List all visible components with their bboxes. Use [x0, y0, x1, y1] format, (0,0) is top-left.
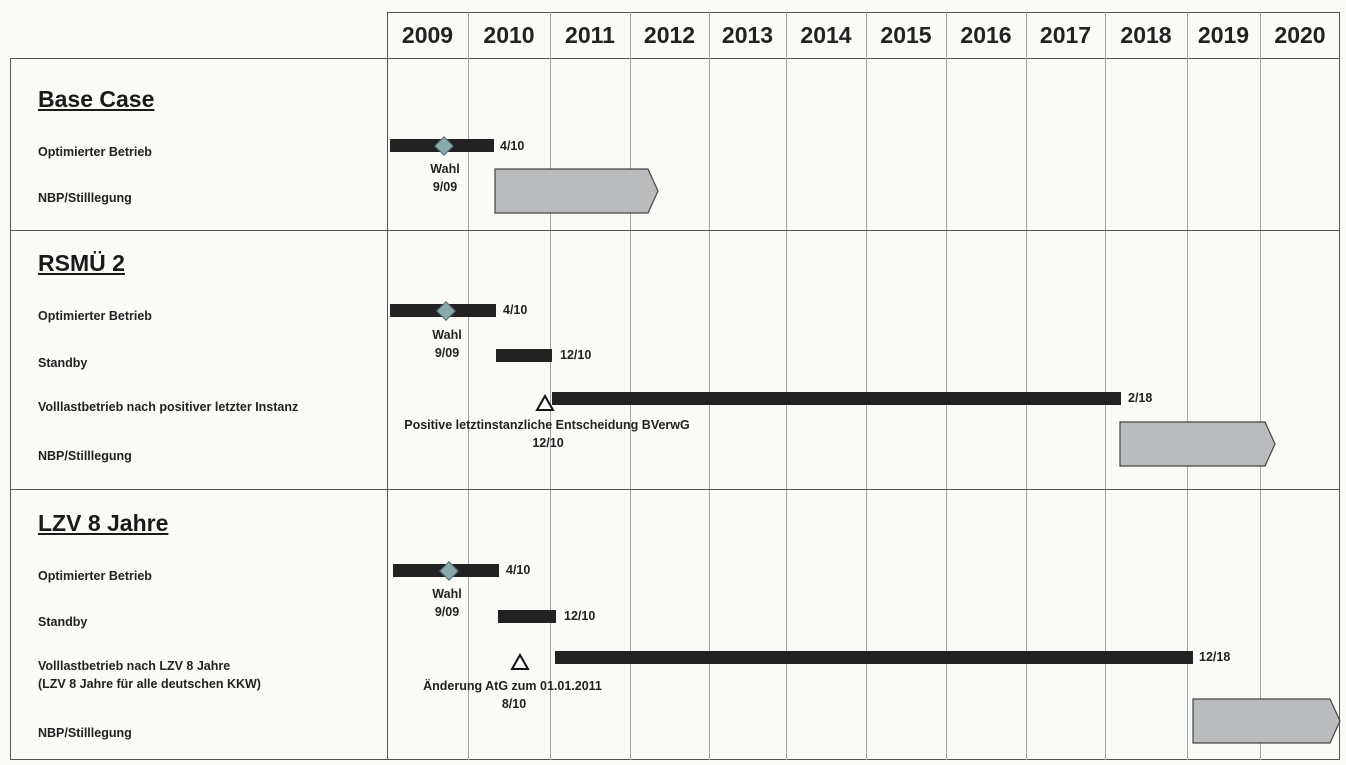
year-label: 2009 — [401, 22, 454, 48]
task-bar — [555, 651, 1193, 664]
row-label: Volllastbetrieb nach positiver letzter I… — [38, 400, 299, 414]
year-label: 2020 — [1274, 22, 1326, 48]
event-date: 12/10 — [532, 436, 564, 450]
row-label: Volllastbetrieb nach LZV 8 Jahre — [38, 659, 231, 673]
year-label: 2017 — [1039, 22, 1092, 48]
row-label: NBP/Stilllegung — [38, 726, 132, 740]
gridline — [468, 12, 469, 760]
year-label: 2011 — [565, 22, 615, 48]
year-label: 2013 — [721, 22, 774, 48]
gantt-frame — [10, 58, 1340, 760]
year-label: 2014 — [800, 22, 852, 48]
task-bar — [552, 392, 1121, 405]
year-label: 2010 — [483, 22, 535, 48]
phase-arrow-box — [1119, 421, 1277, 467]
gridline — [1105, 12, 1106, 760]
year-label: 2018 — [1120, 22, 1172, 48]
section-divider — [10, 489, 1340, 490]
task-bar — [496, 349, 552, 362]
milestone-date: 9/09 — [434, 346, 460, 360]
gridline — [786, 12, 787, 760]
milestone-date: 9/09 — [434, 605, 460, 619]
gridline — [1187, 12, 1188, 760]
row-label: Standby — [38, 356, 88, 370]
scenario-title: RSMÜ 2 — [38, 250, 125, 276]
year-label: 2019 — [1197, 22, 1250, 48]
row-label: Optimierter Betrieb — [38, 309, 152, 323]
scenario-title: Base Case — [38, 86, 155, 112]
bar-end-label: 4/10 — [506, 563, 531, 577]
row-label: NBP/Stilllegung — [38, 191, 132, 205]
event-label: Positive letztinstanzliche Entscheidung … — [404, 418, 690, 432]
bar-end-label: 12/18 — [1199, 650, 1231, 664]
phase-arrow-box — [494, 168, 660, 214]
milestone-label: Wahl — [430, 162, 460, 176]
bar-end-label: 12/10 — [560, 348, 592, 362]
section-divider — [10, 230, 1340, 231]
bar-end-label: 4/10 — [500, 139, 525, 153]
gridline — [709, 12, 710, 760]
row-label: Standby — [38, 615, 88, 629]
gridline — [866, 12, 867, 760]
gridline — [1026, 12, 1027, 760]
row-label: Optimierter Betrieb — [38, 569, 152, 583]
row-label: Optimierter Betrieb — [38, 145, 152, 159]
event-date: 8/10 — [501, 697, 527, 711]
phase-arrow-box — [1192, 698, 1342, 744]
gridline — [550, 12, 551, 760]
scenario-title: LZV 8 Jahre — [38, 510, 169, 536]
gridline — [1260, 12, 1261, 760]
event-label: Änderung AtG zum 01.01.2011 — [423, 679, 602, 693]
row-label: NBP/Stilllegung — [38, 449, 132, 463]
row-label-line2: (LZV 8 Jahre für alle deutschen KKW) — [38, 677, 261, 691]
milestone-label: Wahl — [432, 587, 462, 601]
milestone-label: Wahl — [432, 328, 462, 342]
year-label: 2016 — [960, 22, 1012, 48]
bar-end-label: 2/18 — [1128, 391, 1153, 405]
gridline — [630, 12, 631, 760]
milestone-date: 9/09 — [432, 180, 458, 194]
bar-end-label: 4/10 — [503, 303, 528, 317]
task-bar — [498, 610, 556, 623]
year-label: 2012 — [643, 22, 696, 48]
gridline — [387, 12, 388, 760]
event-triangle-icon — [535, 393, 555, 417]
gridline — [946, 12, 947, 760]
event-triangle-icon — [510, 652, 530, 676]
year-label: 2015 — [880, 22, 932, 48]
bar-end-label: 12/10 — [564, 609, 596, 623]
